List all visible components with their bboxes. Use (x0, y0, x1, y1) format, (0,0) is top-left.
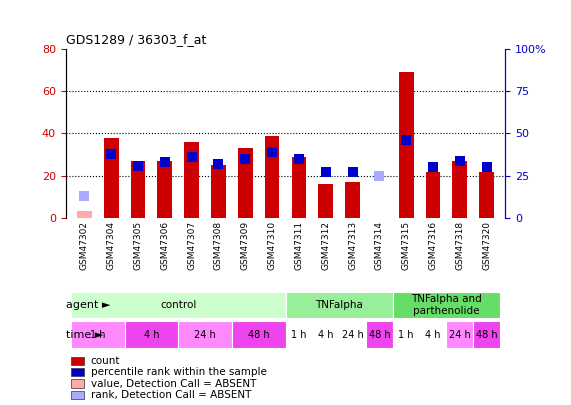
Text: 48 h: 48 h (248, 330, 270, 339)
Text: 1 h: 1 h (291, 330, 307, 339)
Text: 4 h: 4 h (425, 330, 441, 339)
Bar (71, 292, 286, 318)
Text: value, Detection Call = ABSENT: value, Detection Call = ABSENT (91, 379, 256, 388)
Text: 4 h: 4 h (144, 330, 159, 339)
Bar (420, 321, 447, 348)
Bar (71, 321, 124, 348)
Bar (184, 142, 199, 218)
Text: 24 h: 24 h (194, 330, 216, 339)
Bar (447, 321, 473, 348)
Text: 1 h: 1 h (90, 330, 106, 339)
Bar (292, 157, 306, 218)
Text: rank, Detection Call = ABSENT: rank, Detection Call = ABSENT (91, 390, 251, 400)
Bar (124, 321, 178, 348)
Bar (158, 161, 172, 218)
Text: 24 h: 24 h (449, 330, 471, 339)
Bar (452, 161, 467, 218)
Bar (286, 292, 393, 318)
Bar (393, 321, 420, 348)
Bar (393, 292, 500, 318)
Bar (425, 172, 440, 218)
Bar (178, 321, 232, 348)
Bar (211, 165, 226, 218)
Text: 24 h: 24 h (341, 330, 363, 339)
Bar (339, 321, 366, 348)
Bar (286, 321, 312, 348)
Text: 48 h: 48 h (476, 330, 497, 339)
Bar (479, 172, 494, 218)
Bar (312, 321, 339, 348)
Bar (319, 184, 333, 218)
Text: 1 h: 1 h (399, 330, 414, 339)
Bar (345, 182, 360, 218)
Bar (238, 148, 252, 218)
Text: TNFalpha and
parthenolide: TNFalpha and parthenolide (411, 294, 482, 316)
Bar (232, 321, 286, 348)
Bar (77, 211, 92, 218)
Bar (473, 321, 500, 348)
Bar (131, 161, 146, 218)
Text: control: control (160, 300, 196, 310)
Text: percentile rank within the sample: percentile rank within the sample (91, 367, 267, 377)
Text: 48 h: 48 h (368, 330, 390, 339)
Text: time ►: time ► (66, 330, 103, 339)
Text: TNFalpha: TNFalpha (315, 300, 363, 310)
Text: 4 h: 4 h (318, 330, 333, 339)
Bar (265, 136, 279, 218)
Bar (399, 72, 413, 218)
Text: agent ►: agent ► (66, 300, 111, 310)
Bar (366, 321, 393, 348)
Bar (104, 138, 119, 218)
Text: count: count (91, 356, 120, 366)
Text: GDS1289 / 36303_f_at: GDS1289 / 36303_f_at (66, 33, 206, 46)
